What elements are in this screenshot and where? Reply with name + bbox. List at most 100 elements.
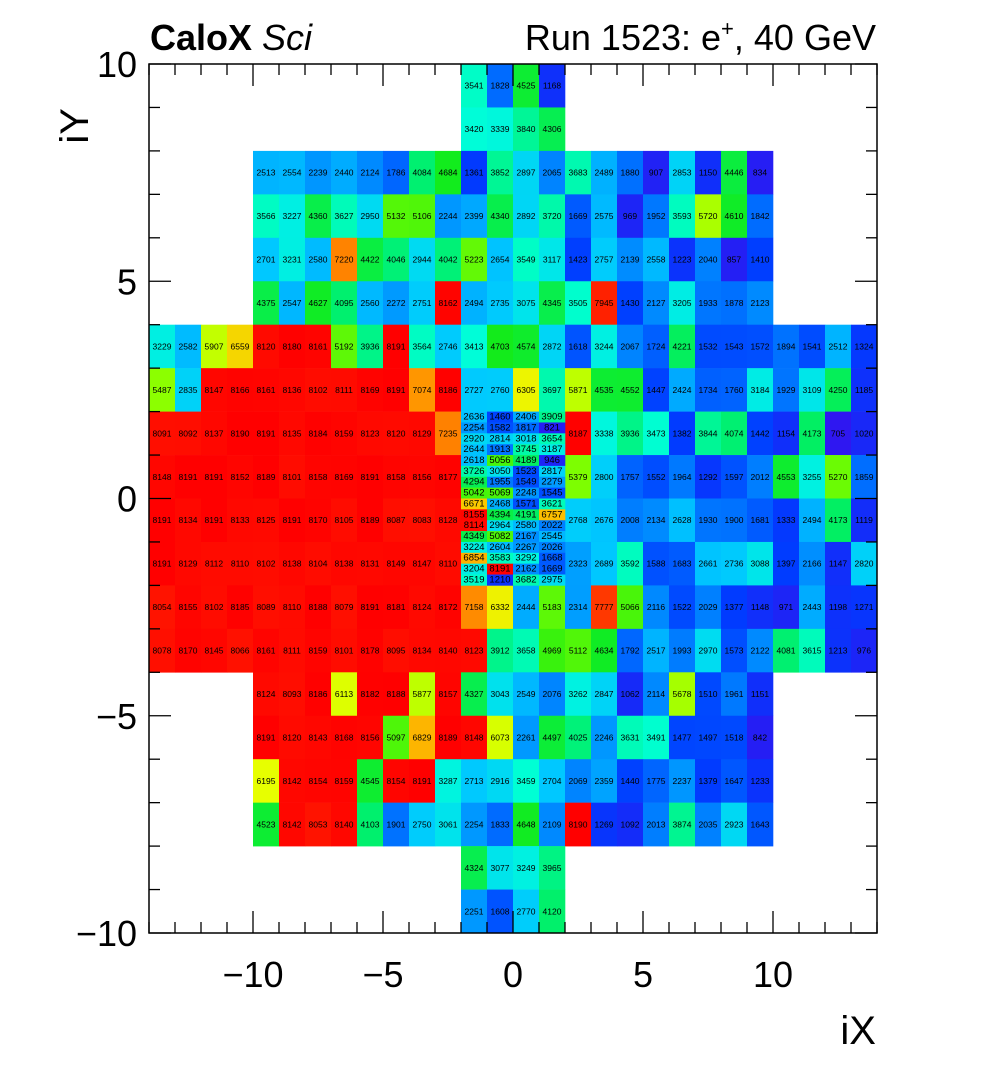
tower-label: 8180: [283, 341, 302, 351]
tower-cell: [747, 281, 774, 325]
tower-label: 1213: [829, 646, 848, 656]
title-main: CaloX: [150, 17, 252, 58]
tower-cell: [383, 281, 410, 325]
fine-tower-cell: [487, 422, 514, 434]
tower-label: 1430: [621, 298, 640, 308]
tower-label: 8158: [387, 472, 406, 482]
fine-tower-label: 3519: [463, 574, 484, 585]
tower-label: 3077: [491, 863, 510, 873]
tower-cell: [409, 802, 436, 847]
fine-tower-cell: [513, 574, 540, 586]
chart-title: CaloX Sci: [150, 17, 313, 58]
tower-cell: [253, 672, 280, 717]
tower-label: 3205: [673, 298, 692, 308]
tower-label: 4648: [517, 819, 536, 829]
run-sup: +: [721, 16, 734, 41]
tower-label: 3874: [673, 819, 692, 829]
tower-label: 3088: [751, 559, 770, 569]
tower-label: 1878: [725, 298, 744, 308]
tower-cell: [461, 194, 488, 239]
tower-label: 4422: [361, 255, 380, 265]
tower-cell: [435, 194, 462, 239]
tower-cell: [695, 455, 722, 499]
fine-tower-cell: [539, 520, 566, 532]
tower-cell: [201, 498, 228, 543]
fine-tower-cell: [539, 422, 566, 434]
tower-label: 2746: [439, 341, 458, 351]
tower-cell: [461, 368, 488, 412]
tower-cell: [279, 411, 306, 456]
tower-cell: [409, 585, 436, 630]
tower-label: 5487: [153, 385, 172, 395]
tower-label: 1792: [621, 646, 640, 656]
tower-cell: [357, 628, 384, 673]
tower-cell: [643, 628, 670, 673]
tower-cell: [253, 411, 280, 456]
tower-cell: [799, 368, 826, 412]
tower-cell: [253, 324, 280, 369]
fine-tower-cell: [539, 455, 566, 467]
tower-cell: [383, 759, 410, 803]
tower-label: 3697: [543, 385, 562, 395]
y-tick-label: −5: [96, 696, 137, 737]
fine-tower-label: 1582: [489, 422, 510, 433]
fine-tower-cell: [513, 411, 540, 423]
fine-tower-cell: [461, 487, 488, 499]
tower-cell: [643, 759, 670, 803]
tower-label: 1151: [751, 689, 770, 699]
tower-cell: [825, 541, 852, 586]
tower-label: 1477: [673, 732, 692, 742]
tower-cell: [461, 150, 488, 195]
tower-cell: [409, 455, 436, 499]
tower-cell: [383, 237, 410, 282]
tower-cell: [513, 759, 540, 803]
tower-label: 3592: [621, 559, 640, 569]
tower-label: 2272: [387, 298, 406, 308]
tower-label: 5066: [621, 602, 640, 612]
tower-cell: [851, 628, 878, 673]
tower-label: 2689: [595, 559, 614, 569]
fine-tower-label: 2406: [515, 412, 536, 423]
fine-tower-cell: [539, 574, 566, 586]
tower-cell: [799, 455, 826, 499]
tower-label: 2735: [491, 298, 510, 308]
fine-tower-label: 8114: [464, 520, 484, 531]
tower-label: 8157: [439, 689, 458, 699]
tower-cell: [643, 585, 670, 630]
tower-cell: [695, 628, 722, 673]
tower-cell: [669, 455, 696, 499]
tower-cell: [695, 324, 722, 369]
tower-cell: [669, 194, 696, 239]
fine-tower-cell: [513, 520, 540, 532]
tower-label: 1440: [621, 776, 640, 786]
tower-cell: [669, 628, 696, 673]
fine-tower-label: 3204: [463, 564, 484, 575]
tower-label: 7235: [439, 428, 458, 438]
tower-label: 8156: [361, 732, 380, 742]
tower-label: 8191: [283, 515, 302, 525]
fine-tower-cell: [539, 552, 566, 564]
fine-tower-label: 3018: [515, 433, 536, 444]
tower-cell: [305, 368, 332, 412]
fine-tower-label: 2644: [463, 444, 484, 455]
fine-tower-label: 2920: [463, 433, 484, 444]
tower-cell: [799, 628, 826, 673]
tower-label: 1842: [751, 211, 770, 221]
tower-cell: [253, 281, 280, 325]
tower-cell: [617, 585, 644, 630]
tower-cell: [565, 455, 592, 499]
tower-label: 2661: [699, 559, 718, 569]
tower-label: 8079: [335, 602, 354, 612]
fine-tower-cell: [487, 444, 514, 456]
tower-cell: [799, 585, 826, 630]
tower-cell: [409, 368, 436, 412]
tower-label: 4173: [803, 428, 822, 438]
tower-label: 2494: [465, 298, 484, 308]
fine-tower-label: 1955: [489, 477, 510, 488]
tower-cell: [409, 324, 436, 369]
tower-label: 8148: [153, 472, 172, 482]
tower-label: 4173: [829, 515, 848, 525]
tower-label: 2701: [257, 255, 276, 265]
tower-label: 4634: [595, 646, 614, 656]
tower-label: 8110: [231, 559, 250, 569]
